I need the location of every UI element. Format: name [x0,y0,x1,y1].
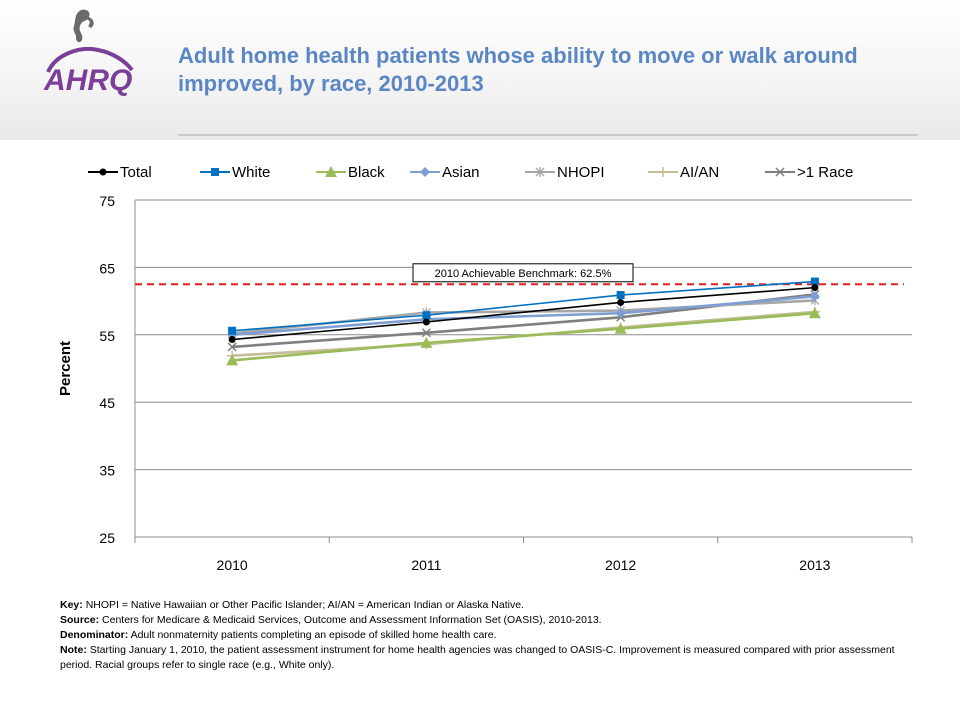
y-tick-label: 35 [99,463,115,479]
data-point-black [226,354,239,366]
legend-marker-asian [420,167,430,177]
legend-label-asian: Asian [442,164,480,181]
x-tick-label: 2013 [799,557,830,573]
hhs-eagle-icon [73,9,94,43]
legend-label-ai-an: AI/AN [680,164,719,181]
series-line-black [232,311,815,362]
data-point-black [420,336,433,348]
ahrq-logo: AHRQ [43,9,134,96]
y-tick-label: 55 [99,328,115,344]
data-point-white [810,277,819,286]
series-line-white [232,280,815,332]
legend-marker-nhopi [535,167,545,177]
data-point-asian [809,291,820,302]
data-point-total [422,318,430,326]
benchmark-label-box [412,263,634,283]
legend-marker-ai-an [658,167,668,177]
data-point-white [422,311,431,320]
header-background [0,0,960,140]
y-tick-label: 65 [99,260,115,276]
series-line-ai-an [232,310,815,357]
data-point-total [228,336,236,344]
legend-label-total: Total [120,164,152,181]
data-point-total [617,298,625,306]
source-note: Source: Centers for Medicare & Medicaid … [60,614,602,626]
legend-marker-black [325,166,337,177]
legend-label-nhopi: NHOPI [557,164,605,181]
footnotes: Key: NHOPI = Native Hawaiian or Other Pa… [60,598,910,673]
series-line-total [232,286,815,341]
x-tick-label: 2011 [411,557,441,573]
legend-marker-1-race [775,167,785,177]
data-point-total [811,284,819,292]
legend-label-white: White [232,164,270,181]
key-note: Key: NHOPI = Native Hawaiian or Other Pa… [60,599,524,611]
line-chart: 25 35 45 55 65 75 2010 2011 2012 2013 Percent 2010 … [57,164,913,573]
data-point-white [228,326,237,335]
denominator-note: Denominator: Adult nonmaternity patients… [60,629,497,641]
series-line-asian [232,295,815,337]
data-point-black [614,322,627,334]
benchmark-label: 2010 Achievable Benchmark: 62.5% [435,268,612,280]
title-divider [178,134,918,136]
data-point-white [616,291,625,300]
y-tick-label: 25 [99,530,115,546]
data-point-asian [615,308,626,319]
data-point-1-race [227,342,237,352]
x-tick-label: 2010 [217,557,248,573]
note-note: Note: Starting January 1, 2010, the pati… [60,644,895,671]
y-tick-label: 45 [99,395,115,411]
legend-label-black: Black [348,164,385,181]
logo-text: AHRQ [43,64,132,96]
y-tick-label: 75 [99,193,115,209]
legend-marker-total [99,168,107,176]
x-tick-label: 2012 [605,557,636,573]
data-point-black [808,307,821,319]
y-axis-label: Percent [57,341,74,396]
legend-label-1-race: >1 Race [797,164,853,181]
data-point-1-race [421,328,431,338]
legend-marker-white [211,168,219,176]
page-title: Adult home health patients whose ability… [178,43,858,96]
